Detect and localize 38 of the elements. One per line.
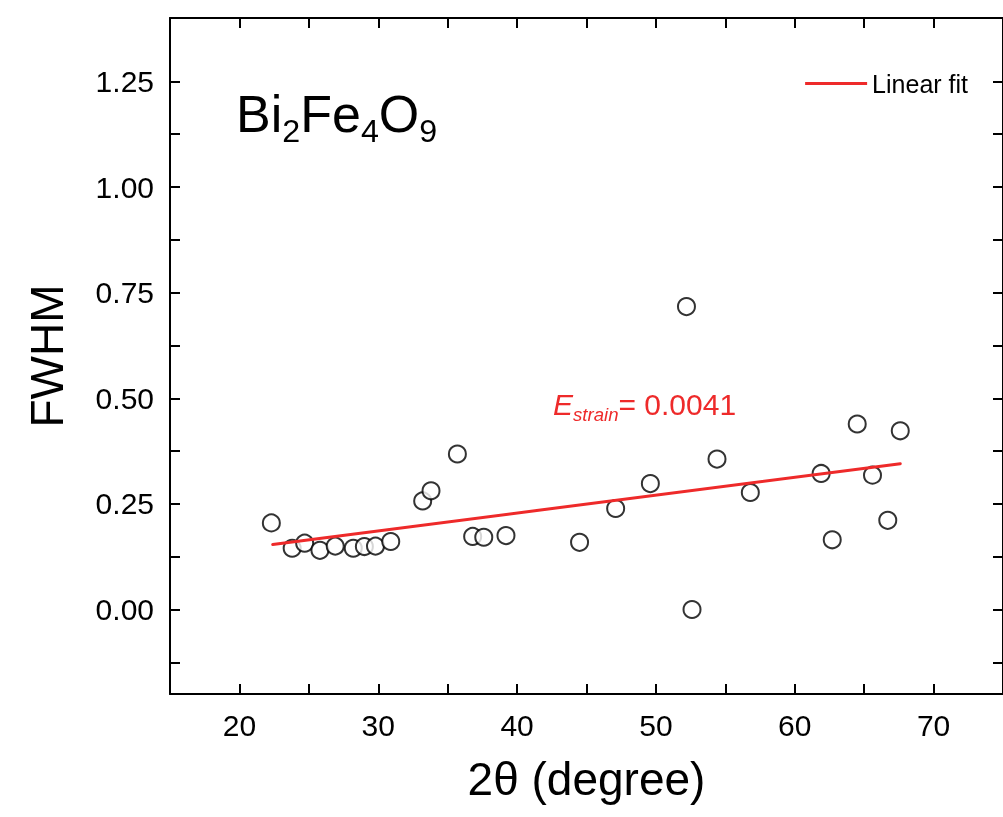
annotation: E$_{strain}$= 0.0041 <box>553 388 737 425</box>
point <box>890 421 910 441</box>
point <box>261 513 281 533</box>
y-tick-label: 1.00 <box>95 170 154 204</box>
point <box>676 297 696 317</box>
point <box>707 449 727 469</box>
legend-label: Linear fit <box>872 69 969 98</box>
x-tick-label: 40 <box>500 708 534 742</box>
y-tick-label: 0.50 <box>95 381 154 415</box>
x-tick-label: 20 <box>222 708 257 742</box>
y-tick-label: 1.25 <box>95 64 154 98</box>
x-tick-label: 50 <box>639 708 673 742</box>
y-tick-label: 0.25 <box>95 487 154 521</box>
point <box>822 530 842 550</box>
x-tick-label: 70 <box>916 708 951 742</box>
point <box>325 536 345 556</box>
point <box>381 531 401 551</box>
point <box>310 540 330 560</box>
point <box>496 526 516 546</box>
point <box>640 474 660 494</box>
point <box>447 444 467 464</box>
point <box>740 482 760 502</box>
point <box>421 481 441 501</box>
x-axis-title: 2θ (degree) <box>467 753 706 805</box>
point <box>682 600 702 619</box>
annotation: Bi$_{2}$Fe$_{4}$O$_{9}$ <box>236 85 438 149</box>
y-axis-title: FWHM <box>21 284 73 428</box>
point <box>863 465 882 485</box>
point <box>570 532 590 552</box>
point <box>365 536 385 556</box>
y-tick-label: 0.00 <box>95 593 154 626</box>
point <box>606 499 626 519</box>
x-tick-label: 30 <box>361 708 395 742</box>
point <box>847 414 867 434</box>
point <box>474 527 494 547</box>
y-tick-label: 0.75 <box>95 276 154 310</box>
x-tick-label: 60 <box>778 708 812 742</box>
point <box>878 510 898 530</box>
